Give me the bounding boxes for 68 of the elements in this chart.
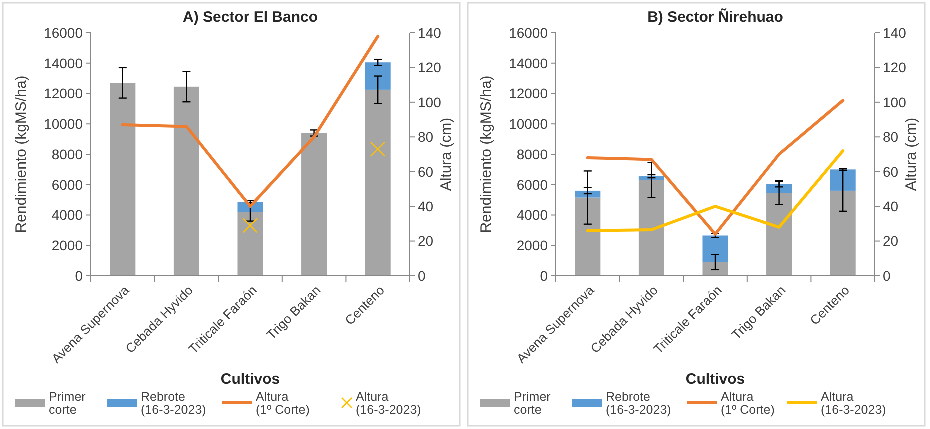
- y-tick-label: 12000: [509, 86, 548, 102]
- bar: [302, 133, 328, 276]
- bar: [830, 170, 856, 191]
- bar: [575, 198, 601, 276]
- y-tick-label: 4000: [52, 207, 84, 224]
- y-tick-label: 2000: [52, 238, 84, 254]
- y2-tick-label: 60: [883, 164, 899, 180]
- x-axis-title: Cultivos: [220, 371, 280, 388]
- y2-tick-label: 120: [418, 60, 442, 76]
- bar: [702, 262, 728, 276]
- y2-tick-label: 80: [883, 129, 899, 146]
- y2-tick-label: 100: [883, 94, 907, 110]
- y-tick-label: 4000: [516, 207, 548, 224]
- chart-title: B) Sector Ñirehuao: [648, 8, 784, 26]
- y-tick-label: 6000: [516, 176, 548, 193]
- y2-tick-label: 60: [418, 164, 434, 180]
- y2-tick-label: 40: [883, 198, 899, 214]
- y2-tick-label: 120: [883, 60, 907, 76]
- y-tick-label: 14000: [44, 55, 84, 72]
- y2-tick-label: 100: [418, 94, 442, 110]
- bar: [702, 236, 728, 262]
- y-tick-label: 10000: [509, 116, 548, 132]
- y2-tick-label: 140: [883, 24, 907, 41]
- y-tick-label: 8000: [52, 146, 84, 162]
- x-axis-title: Cultivos: [686, 371, 746, 388]
- legend-label: Altura (16-3-2023): [821, 390, 886, 417]
- bar: [830, 190, 856, 276]
- bar: [238, 212, 264, 276]
- y-axis-title: Rendimiento (kgMS/ha): [478, 76, 495, 234]
- legend-label: Altura (1º Corte): [256, 390, 310, 417]
- y2-tick-label: 80: [418, 129, 434, 146]
- legend-label: Primer corte: [49, 390, 86, 417]
- y2-axis-title: Altura (cm): [903, 118, 920, 192]
- y-tick-label: 6000: [52, 176, 84, 193]
- y-axis-title: Rendimiento (kgMS/ha): [13, 76, 30, 234]
- y-tick-label: 14000: [509, 55, 548, 72]
- y2-axis-title: Altura (cm): [438, 118, 455, 192]
- legend-label: Primer corte: [514, 390, 551, 417]
- line-series: [121, 34, 380, 208]
- bar: [766, 193, 792, 276]
- y-tick-label: 10000: [44, 116, 84, 132]
- y2-tick-label: 20: [883, 233, 899, 250]
- bar: [638, 180, 664, 276]
- y-tick-label: 0: [75, 268, 84, 284]
- y-tick-label: 8000: [516, 146, 548, 162]
- y2-tick-label: 0: [883, 268, 891, 284]
- bar: [365, 62, 391, 90]
- bar: [365, 90, 391, 276]
- line-series: [586, 150, 845, 232]
- legend-label: Rebrote (16-3-2023): [606, 390, 672, 417]
- line-series: [586, 99, 845, 236]
- y-tick-label: 0: [540, 268, 548, 284]
- y-tick-label: 2000: [516, 238, 548, 254]
- y2-tick-label: 0: [418, 268, 426, 284]
- y-tick-label: 16000: [509, 24, 548, 41]
- bar: [110, 83, 136, 276]
- bar: [174, 86, 200, 276]
- legend-label: Altura (16-3-2023): [356, 390, 422, 417]
- legend-label: Rebrote (16-3-2023): [141, 390, 206, 417]
- bar: [575, 190, 601, 198]
- y2-tick-label: 20: [418, 233, 434, 250]
- bar: [766, 184, 792, 194]
- y2-tick-label: 40: [418, 198, 434, 214]
- y-tick-label: 16000: [44, 24, 84, 41]
- chart-title: A) Sector El Banco: [182, 9, 318, 26]
- y2-tick-label: 140: [418, 24, 442, 41]
- y-tick-label: 12000: [44, 86, 84, 102]
- legend-label: Altura (1º Corte): [721, 390, 775, 417]
